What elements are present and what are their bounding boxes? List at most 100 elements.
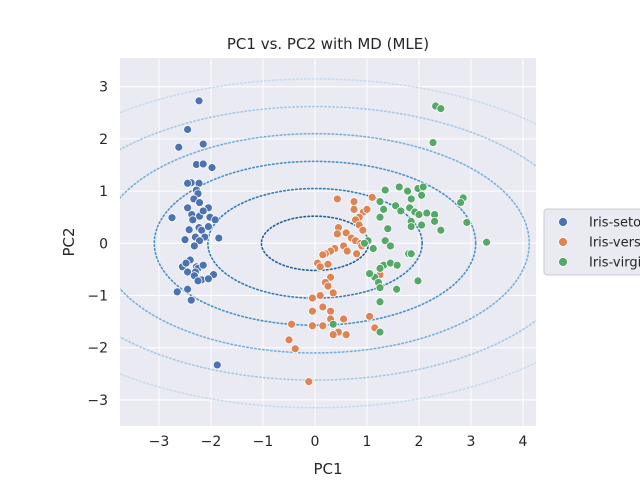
point-iris-setosa (167, 213, 177, 223)
legend-label-iris-versicolor: Iris-versicolor (589, 236, 640, 251)
y-tick-labels: −3 −2 −1 0 1 2 3 (87, 80, 108, 409)
legend-label-iris-virginica: Iris-virginica (589, 256, 640, 271)
point-iris-versicolor (318, 321, 328, 331)
x-axis-label: PC1 (313, 460, 342, 478)
point-iris-virginica (428, 138, 438, 147)
point-iris-virginica (394, 182, 404, 192)
point-iris-setosa (195, 198, 204, 207)
point-iris-virginica (482, 237, 492, 247)
point-iris-versicolor (307, 321, 317, 331)
contour-level-4 (120, 132, 530, 354)
point-iris-versicolor (341, 330, 351, 340)
contour-level-6 (120, 78, 536, 409)
point-iris-versicolor (307, 293, 317, 303)
point-iris-versicolor (287, 319, 297, 329)
y-tick-label: 1 (99, 184, 108, 200)
point-iris-setosa (183, 178, 193, 188)
point-iris-versicolor (365, 311, 375, 321)
point-iris-setosa (183, 203, 193, 213)
contour-level-2 (207, 187, 423, 299)
point-iris-setosa (203, 222, 213, 232)
point-iris-virginica (379, 204, 389, 214)
x-tick-label: 1 (363, 434, 372, 450)
point-iris-versicolor (290, 344, 300, 354)
point-iris-virginica (383, 224, 393, 234)
point-iris-virginica (436, 225, 446, 235)
point-iris-versicolor (315, 262, 325, 272)
point-iris-versicolor (367, 192, 377, 202)
x-tick-label: −1 (253, 434, 274, 450)
point-iris-versicolor (307, 306, 317, 316)
y-tick-label: −2 (87, 341, 108, 357)
point-iris-versicolor (362, 204, 372, 214)
point-iris-virginica (417, 190, 427, 200)
point-iris-setosa (184, 225, 194, 235)
point-iris-setosa (181, 258, 191, 268)
point-iris-setosa (198, 206, 208, 216)
y-tick-label: −1 (87, 289, 108, 305)
point-iris-virginica (368, 244, 378, 253)
point-iris-setosa (188, 215, 198, 225)
point-iris-virginica (328, 319, 338, 329)
x-tick-label: 3 (467, 434, 476, 450)
point-iris-virginica (436, 104, 446, 114)
point-iris-versicolor (326, 272, 336, 282)
legend-label-iris-setosa: Iris-setosa (589, 216, 640, 231)
point-iris-setosa (198, 139, 208, 149)
point-iris-virginica (456, 198, 466, 207)
point-iris-virginica (375, 197, 385, 206)
point-iris-versicolor (284, 335, 294, 345)
point-iris-virginica (359, 238, 369, 248)
point-iris-virginica (406, 249, 416, 259)
point-iris-setosa (180, 235, 190, 245)
point-iris-setosa (198, 159, 208, 169)
point-iris-setosa (207, 163, 217, 173)
point-iris-versicolor (332, 194, 342, 204)
y-tick-label: 2 (99, 132, 108, 148)
point-iris-versicolor (349, 204, 359, 214)
contour-level-5 (120, 105, 536, 381)
point-iris-setosa (174, 142, 184, 152)
point-iris-versicolor (326, 306, 336, 316)
legend-marker-iris-virginica (558, 257, 568, 267)
point-iris-virginica (380, 236, 390, 246)
point-iris-setosa (186, 295, 196, 305)
y-axis-label: PC2 (60, 227, 78, 256)
scatter-points (167, 96, 492, 387)
point-iris-versicolor (358, 225, 368, 235)
x-tick-label: 2 (415, 434, 424, 450)
y-tick-label: −3 (87, 393, 108, 409)
point-iris-virginica (396, 206, 406, 216)
point-iris-versicolor (341, 228, 351, 238)
point-iris-versicolor (332, 229, 342, 239)
legend-marker-iris-versicolor (558, 237, 568, 247)
point-iris-virginica (418, 182, 428, 192)
point-iris-setosa (203, 274, 213, 284)
point-iris-versicolor (318, 250, 328, 260)
point-iris-versicolor (342, 246, 352, 256)
chart-title: PC1 vs. PC2 with MD (MLE) (227, 35, 429, 53)
grid (120, 58, 536, 426)
point-iris-virginica (392, 284, 402, 294)
point-iris-setosa (210, 215, 220, 225)
y-tick-label: 3 (99, 80, 108, 96)
point-iris-setosa (195, 236, 204, 246)
legend: Iris-setosa Iris-versicolor Iris-virginica (543, 208, 640, 276)
point-iris-setosa (212, 360, 222, 370)
point-iris-setosa (198, 260, 208, 270)
point-iris-virginica (392, 260, 402, 270)
point-iris-virginica (422, 208, 432, 218)
point-iris-versicolor (318, 302, 328, 312)
point-iris-virginica (391, 201, 401, 211)
legend-box (543, 208, 640, 276)
point-iris-versicolor (315, 291, 325, 300)
point-iris-versicolor (323, 281, 333, 291)
point-iris-versicolor (352, 249, 362, 259)
x-tick-label: 0 (311, 434, 320, 450)
point-iris-virginica (403, 186, 412, 196)
point-iris-virginica (375, 297, 385, 307)
point-iris-setosa (214, 233, 224, 243)
point-iris-setosa (183, 284, 193, 294)
legend-marker-iris-setosa (558, 217, 568, 227)
